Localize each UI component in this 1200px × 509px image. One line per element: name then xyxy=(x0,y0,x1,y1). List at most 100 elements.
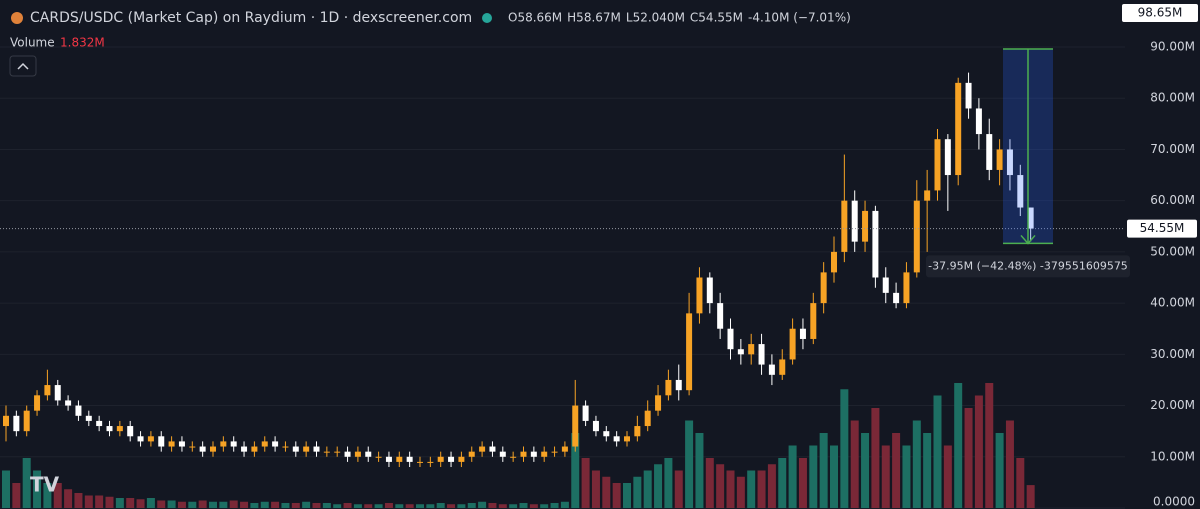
volume-bar xyxy=(643,470,652,508)
candle-body xyxy=(955,82,962,176)
candle-body xyxy=(975,108,982,135)
candle-body xyxy=(417,461,423,463)
candle-body xyxy=(13,415,20,432)
volume-bar xyxy=(540,504,549,508)
candle-body xyxy=(303,446,310,452)
y-tick-label: 50.00M xyxy=(1150,244,1195,258)
candle-body xyxy=(210,446,216,452)
volume-bar xyxy=(478,501,487,508)
volume-bar xyxy=(933,395,942,508)
volume-bar xyxy=(871,408,880,508)
volume-bar xyxy=(364,504,373,508)
candle-body xyxy=(23,410,30,432)
volume-bar xyxy=(809,445,818,508)
volume-bar xyxy=(126,498,135,508)
volume-bar xyxy=(840,389,849,508)
candle-body xyxy=(106,426,113,432)
volume-bar xyxy=(623,483,631,508)
volume-bar xyxy=(95,495,104,508)
volume-bar xyxy=(312,503,321,508)
ohlc-value: C54.55M xyxy=(690,11,743,25)
grid: 0.0000 10.00M 20.00M 30.00M 40.00M 50.00M 60.0… xyxy=(0,40,1195,509)
candle-body xyxy=(903,272,910,304)
volume-bar xyxy=(209,501,217,508)
candle-body xyxy=(292,446,299,452)
volume-bar xyxy=(271,501,280,508)
volume-bar xyxy=(912,420,921,508)
y-tick-label: 40.00M xyxy=(1150,296,1195,310)
volume-bar xyxy=(985,383,994,508)
candle-body xyxy=(768,364,775,375)
volume-bar xyxy=(550,503,559,508)
candle-body xyxy=(758,344,765,365)
candle-body xyxy=(199,446,206,452)
volume-bar xyxy=(995,433,1004,508)
collapse-icon xyxy=(17,62,29,70)
volume-bar xyxy=(778,458,787,508)
candle-body xyxy=(748,344,755,355)
volume-bar xyxy=(767,464,776,508)
volume-bar xyxy=(74,493,83,508)
candle-body xyxy=(44,385,51,396)
volume-bar xyxy=(674,470,683,508)
collapse-button[interactable] xyxy=(9,55,37,77)
candle-body xyxy=(851,200,858,242)
candle-body xyxy=(510,456,517,458)
volume-bar xyxy=(529,504,538,508)
volume-bar xyxy=(395,504,404,508)
candle-body xyxy=(1027,207,1034,229)
volume-bar xyxy=(498,504,507,508)
volume-bar xyxy=(405,504,414,508)
candle-body xyxy=(561,446,568,452)
volume-bar xyxy=(177,501,186,508)
volume-bar xyxy=(633,476,642,508)
volume-bar xyxy=(302,501,311,508)
volume-bar xyxy=(333,504,342,508)
volume-bar xyxy=(788,445,797,508)
volume-bar xyxy=(291,503,300,508)
volume-bar xyxy=(519,503,528,508)
candle-body xyxy=(717,303,724,329)
candle-body xyxy=(54,385,61,401)
candle-body xyxy=(375,456,382,458)
volume-bar xyxy=(240,501,249,508)
candle-body xyxy=(913,200,920,273)
candle-body xyxy=(944,139,951,176)
candle-body xyxy=(354,451,361,457)
volume-bar xyxy=(716,464,725,508)
candle-body xyxy=(251,446,258,452)
volume-bar xyxy=(157,500,166,508)
token-icon xyxy=(11,12,23,24)
candle-body xyxy=(779,359,786,375)
volume-bar xyxy=(146,498,155,508)
volume-bar xyxy=(64,489,73,508)
candle-body xyxy=(147,436,154,442)
candle-body xyxy=(986,134,993,170)
candle-body xyxy=(437,456,444,462)
volume-bar xyxy=(447,504,456,508)
volume-bar xyxy=(830,445,838,508)
volume-bar xyxy=(591,470,600,508)
ohlc-value: -4.10M (−7.01%) xyxy=(748,11,851,25)
candle-body xyxy=(396,456,403,462)
volume-bar xyxy=(219,501,228,508)
tv-logo: TV xyxy=(30,473,60,497)
candle-body xyxy=(737,349,744,355)
candle-body xyxy=(344,451,351,457)
candle-body xyxy=(530,451,537,457)
volume-bar xyxy=(384,503,393,508)
candle-body xyxy=(727,328,734,350)
status-dot xyxy=(482,13,492,23)
candle-body xyxy=(541,451,548,457)
candle-body xyxy=(1017,175,1024,208)
volume-bar xyxy=(12,483,21,508)
volume-bar xyxy=(964,408,973,508)
y-tick-label: 80.00M xyxy=(1150,91,1195,105)
volume-bar xyxy=(467,503,476,508)
volume-bar xyxy=(416,504,424,508)
candle-body xyxy=(582,405,589,421)
candle-body xyxy=(675,379,682,391)
candle-body xyxy=(65,400,72,406)
candle-body xyxy=(127,426,134,437)
